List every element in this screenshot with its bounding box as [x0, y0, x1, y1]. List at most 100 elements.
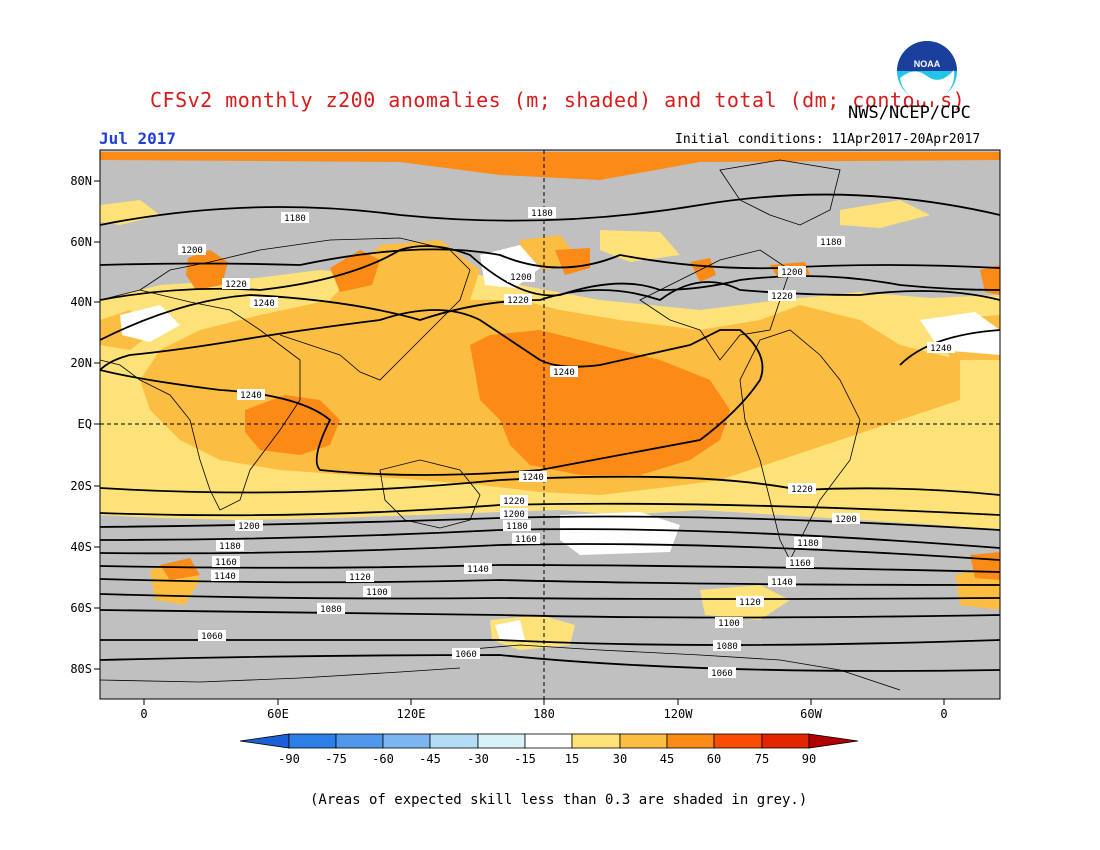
contour-line — [100, 475, 1000, 496]
contour-label: 1220 — [791, 485, 813, 495]
chart-title: CFSv2 monthly z200 anomalies (m; shaded)… — [150, 88, 966, 112]
coastlines — [100, 159, 901, 691]
lat-tick-label: 40S — [70, 540, 92, 554]
contour-line — [100, 528, 1000, 549]
contour-label: 1100 — [718, 619, 740, 629]
anomaly-region-white — [120, 305, 180, 342]
lon-tick-label: 0 — [940, 707, 947, 721]
lat-tick-label: EQ — [78, 417, 92, 431]
contour-label: 1180 — [797, 539, 819, 549]
colorbar-swatch — [808, 733, 859, 749]
contour-label: 1180 — [820, 238, 842, 248]
colorbar-tick-label: -75 — [325, 752, 347, 766]
colorbar-tick-label: -90 — [278, 752, 300, 766]
contour-label: 1160 — [515, 535, 537, 545]
contour-label: 1200 — [835, 515, 857, 525]
colorbar-swatch — [524, 733, 573, 749]
contour-label: 1180 — [219, 542, 241, 552]
contour-label: 1080 — [716, 642, 738, 652]
contour-line — [100, 654, 1000, 672]
lon-tick-label: 0 — [140, 707, 147, 721]
colorbar-swatch — [382, 733, 431, 749]
colorbar-swatch — [335, 733, 384, 749]
contour-line — [100, 578, 1000, 586]
contour-label: 1140 — [467, 565, 489, 575]
contour-label: 1120 — [739, 598, 761, 608]
contour-label: 1160 — [789, 559, 811, 569]
height-contours — [100, 193, 1000, 672]
lon-tick-label: 180 — [533, 707, 555, 721]
lat-tick-label: 80S — [70, 662, 92, 676]
lat-axis: 80N 60N 40N 20N EQ 20S 40S 60S 80S — [70, 174, 100, 676]
colorbar-tick-label: -15 — [514, 752, 536, 766]
contour-label: 1240 — [930, 344, 952, 354]
anomaly-region-light — [100, 200, 160, 225]
contour-line — [100, 248, 1000, 270]
contour-line — [100, 564, 1000, 573]
lon-tick-label: 60W — [800, 707, 822, 721]
lat-tick-label: 40N — [70, 295, 92, 309]
colorbar-swatch — [477, 733, 526, 749]
contour-label: 1060 — [711, 669, 733, 679]
colorbar: -90 -75 -60 -45 -30 -15 15 30 45 60 75 9… — [239, 733, 859, 766]
contour-label: 1240 — [522, 473, 544, 483]
contour-label: 1080 — [320, 605, 342, 615]
contour-label: 1200 — [781, 268, 803, 278]
lat-tick-label: 80N — [70, 174, 92, 188]
anomaly-region-white — [495, 620, 525, 640]
colorbar-tick-label: 45 — [660, 752, 674, 766]
contour-label: 1200 — [238, 522, 260, 532]
anomaly-region-light — [600, 230, 680, 262]
colorbar-swatch — [619, 733, 668, 749]
contour-label: 1200 — [503, 510, 525, 520]
contour-line — [100, 593, 1000, 600]
contour-label: 1220 — [225, 280, 247, 290]
colorbar-tick-label: -45 — [419, 752, 441, 766]
colorbar-tick-label: 90 — [802, 752, 816, 766]
lat-tick-label: 60N — [70, 235, 92, 249]
anomaly-region-light — [840, 200, 930, 228]
contour-label: 1180 — [284, 214, 306, 224]
anomaly-region-strong — [690, 258, 716, 282]
lat-tick-label: 20S — [70, 479, 92, 493]
colorbar-swatch — [666, 733, 715, 749]
lon-axis: 0 60E 120E 180 120W 60W 0 — [140, 699, 948, 721]
contour-label: 1220 — [503, 497, 525, 507]
anomaly-region-strong — [160, 558, 200, 580]
contour-label: 1200 — [181, 246, 203, 256]
contour-label: 1060 — [455, 650, 477, 660]
contour-label: 1240 — [553, 368, 575, 378]
colorbar-swatch — [761, 733, 810, 749]
contour-label: 1160 — [215, 558, 237, 568]
contour-label: 1060 — [201, 632, 223, 642]
colorbar-tick-label: 60 — [707, 752, 721, 766]
lon-tick-label: 120W — [664, 707, 694, 721]
contour-labels: 1180 1180 1180 1200 1200 1200 1220 1220 … — [178, 207, 955, 679]
contour-line — [899, 329, 1000, 366]
anomaly-region-strong — [100, 152, 1000, 180]
anomaly-region-strong — [470, 330, 730, 475]
initial-conditions: Initial conditions: 11Apr2017-20Apr2017 — [675, 132, 981, 147]
colorbar-tick-label: 30 — [613, 752, 627, 766]
colorbar-tick-label: 75 — [755, 752, 769, 766]
contour-label: 1100 — [366, 588, 388, 598]
logo-text: NOAA — [914, 59, 941, 69]
contour-line — [100, 609, 1000, 619]
colorbar-swatch — [288, 733, 337, 749]
noaa-logo-icon: NOAA — [897, 41, 957, 102]
colorbar-swatch — [239, 733, 290, 749]
lat-tick-label: 20N — [70, 356, 92, 370]
contour-line — [100, 193, 1000, 226]
lon-tick-label: 120E — [397, 707, 426, 721]
contour-label: 1220 — [507, 296, 529, 306]
contour-line — [100, 639, 1000, 646]
contour-label: 1180 — [531, 209, 553, 219]
contour-line — [100, 543, 1000, 561]
lon-tick-label: 60E — [267, 707, 289, 721]
colorbar-swatch — [429, 733, 479, 749]
colorbar-tick-label: 15 — [565, 752, 579, 766]
agency-label: NWS/NCEP/CPC — [848, 103, 971, 123]
colorbar-swatch — [713, 733, 763, 749]
contour-label: 1200 — [510, 273, 532, 283]
